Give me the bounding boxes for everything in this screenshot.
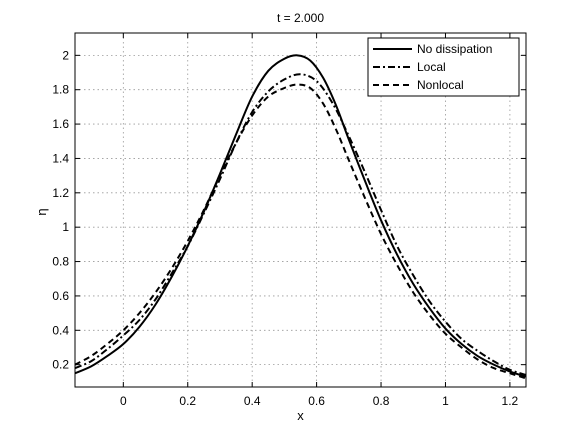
- x-tick-label: 0.6: [308, 394, 325, 408]
- x-tick-label: 0.4: [244, 394, 261, 408]
- y-tick-label: 1.8: [52, 83, 69, 97]
- y-tick-label: 0.4: [52, 323, 69, 337]
- y-tick-label: 1.2: [52, 186, 69, 200]
- x-tick-label: 0: [120, 394, 127, 408]
- y-tick-label: 1.4: [52, 151, 69, 165]
- series-line-no-dissipation: [75, 54, 526, 378]
- y-tick-label: 2: [62, 48, 69, 62]
- series-lines: [75, 54, 526, 380]
- legend-label: No dissipation: [417, 42, 492, 56]
- legend: No dissipation Local Nonlocal: [367, 37, 520, 97]
- series-line-nonlocal: [75, 83, 526, 380]
- x-tick-label: 0.8: [373, 394, 390, 408]
- y-tick-label: 1: [62, 220, 69, 234]
- y-tick-label: 0.8: [52, 255, 69, 269]
- series-line-local: [75, 73, 526, 376]
- legend-label: Nonlocal: [417, 78, 464, 92]
- y-tick-label: 1.6: [52, 117, 69, 131]
- legend-label: Local: [417, 60, 446, 74]
- x-axis-label: x: [297, 408, 304, 423]
- x-tick-label: 0.2: [179, 394, 196, 408]
- x-tick-label: 1: [442, 394, 449, 408]
- x-tick-label: 1.2: [502, 394, 519, 408]
- y-axis-label: η: [34, 208, 49, 215]
- y-tick-label: 0.6: [52, 289, 69, 303]
- axes-frame: [74, 32, 527, 388]
- axis-ticks: 0 0.2 0.4 0.6 0.8 1 1.2 0.2 0.4 0.6 0.8 1 1.2 1.4 1.6 1…: [52, 33, 526, 408]
- y-tick-label: 0.2: [52, 358, 69, 372]
- chart-title: t = 2.000: [277, 11, 324, 25]
